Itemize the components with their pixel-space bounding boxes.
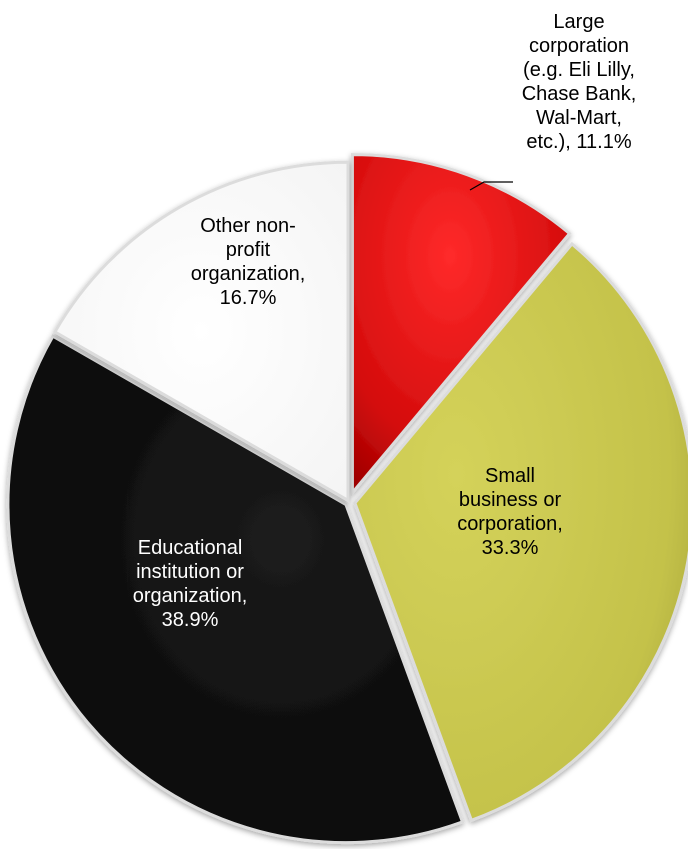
slice-label-line: profit [226, 239, 271, 261]
slice-label-line: business or [459, 489, 562, 511]
pie-slice-1 [350, 153, 572, 497]
slice-label-line: etc.), 11.1% [526, 131, 631, 153]
slice-label-line: Chase Bank, [522, 83, 637, 105]
slice-labels: Large corporation (e.g. Eli Lilly, Chase Ba… [133, 11, 637, 631]
slice-label-2: Small business or corporation, 33.3% [457, 465, 563, 559]
slice-label-4: Other non-profit organization, 16.7% [191, 215, 306, 309]
slice-label-line: Wal-Mart, [536, 107, 622, 129]
slice-label-line: (e.g. Eli Lilly, [523, 59, 635, 81]
slice-label-line: Other non- [200, 215, 296, 237]
slice-label-line: corporation, [457, 513, 563, 535]
slice-label-line: organization, [191, 263, 306, 285]
leader-line-large-corporation [469, 181, 513, 191]
slice-label-line: 38.9% [162, 609, 219, 631]
slice-label-line: Small [485, 465, 535, 487]
slice-label-line: organization, [133, 585, 248, 607]
leader-lines [469, 181, 513, 191]
slice-label-3: Educational institution or organization, 38… [133, 537, 248, 631]
slice-label-line: Educational [138, 537, 243, 559]
pie-slice-4 [52, 160, 350, 503]
slice-label-line: institution or [136, 561, 244, 583]
slice-label-line: corporation [529, 35, 629, 57]
pie-slices [6, 153, 688, 845]
slice-label-line: 16.7% [220, 287, 277, 309]
slice-label-line: 33.3% [482, 537, 539, 559]
pie-slice-3 [6, 334, 465, 845]
slice-label-line: Large [553, 11, 604, 33]
slice-label-1: Large corporation (e.g. Eli Lilly, Chase Ba… [522, 11, 637, 153]
